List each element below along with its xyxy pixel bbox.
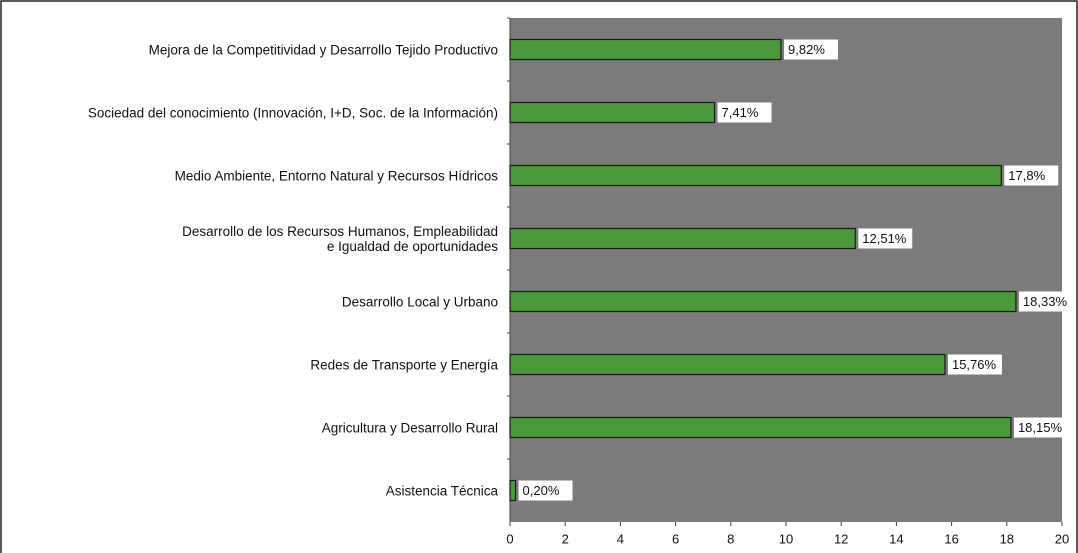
x-tick-label: 6 bbox=[672, 531, 679, 546]
y-tick-label: Sociedad del conocimiento (Innovación, I… bbox=[87, 105, 498, 120]
x-tick-label: 4 bbox=[617, 531, 624, 546]
x-tick-label: 16 bbox=[944, 531, 958, 546]
y-tick-label: Mejora de la Competitividad y Desarrollo… bbox=[148, 42, 498, 57]
value-label: 7,41% bbox=[722, 105, 759, 120]
y-tick-label: Asistencia Técnica bbox=[385, 483, 498, 498]
y-tick-label: Desarrollo de los Recursos Humanos, Empl… bbox=[182, 223, 498, 254]
bar bbox=[509, 479, 517, 502]
y-tick-label: Redes de Transporte y Energía bbox=[310, 357, 498, 372]
plot-area bbox=[510, 18, 1062, 522]
x-tick-label: 2 bbox=[562, 531, 569, 546]
value-label-box bbox=[1004, 165, 1059, 186]
y-tick-label: Agricultura y Desarrollo Rural bbox=[321, 420, 498, 435]
value-label: 15,76% bbox=[952, 357, 997, 372]
value-label: 17,8% bbox=[1008, 168, 1045, 183]
x-tick-label: 8 bbox=[727, 531, 734, 546]
x-tick-label: 0 bbox=[506, 531, 513, 546]
x-tick-label: 20 bbox=[1055, 531, 1069, 546]
bar bbox=[509, 38, 782, 61]
bar bbox=[509, 227, 856, 250]
value-label: 9,82% bbox=[788, 42, 825, 57]
value-label-box bbox=[1018, 291, 1073, 312]
x-tick-label: 14 bbox=[889, 531, 903, 546]
value-label: 12,51% bbox=[862, 231, 907, 246]
value-label-box bbox=[947, 354, 1002, 375]
y-tick-label: Desarrollo Local y Urbano bbox=[341, 294, 498, 309]
bar bbox=[509, 101, 716, 124]
value-label-box bbox=[717, 102, 772, 123]
x-tick-label: 18 bbox=[1000, 531, 1014, 546]
value-label: 18,33% bbox=[1023, 294, 1068, 309]
bar bbox=[509, 290, 1017, 313]
value-label-box bbox=[1013, 417, 1068, 438]
value-label: 0,20% bbox=[523, 483, 560, 498]
x-tick-label: 10 bbox=[779, 531, 793, 546]
bar bbox=[509, 164, 1002, 187]
value-label-box bbox=[518, 480, 573, 501]
value-label: 18,15% bbox=[1018, 420, 1063, 435]
bar bbox=[509, 416, 1012, 439]
bar bbox=[509, 353, 946, 376]
value-label-box bbox=[784, 39, 839, 60]
x-tick-label: 12 bbox=[834, 531, 848, 546]
value-label-box bbox=[858, 228, 913, 249]
y-tick-label: Medio Ambiente, Entorno Natural y Recurs… bbox=[174, 168, 498, 183]
